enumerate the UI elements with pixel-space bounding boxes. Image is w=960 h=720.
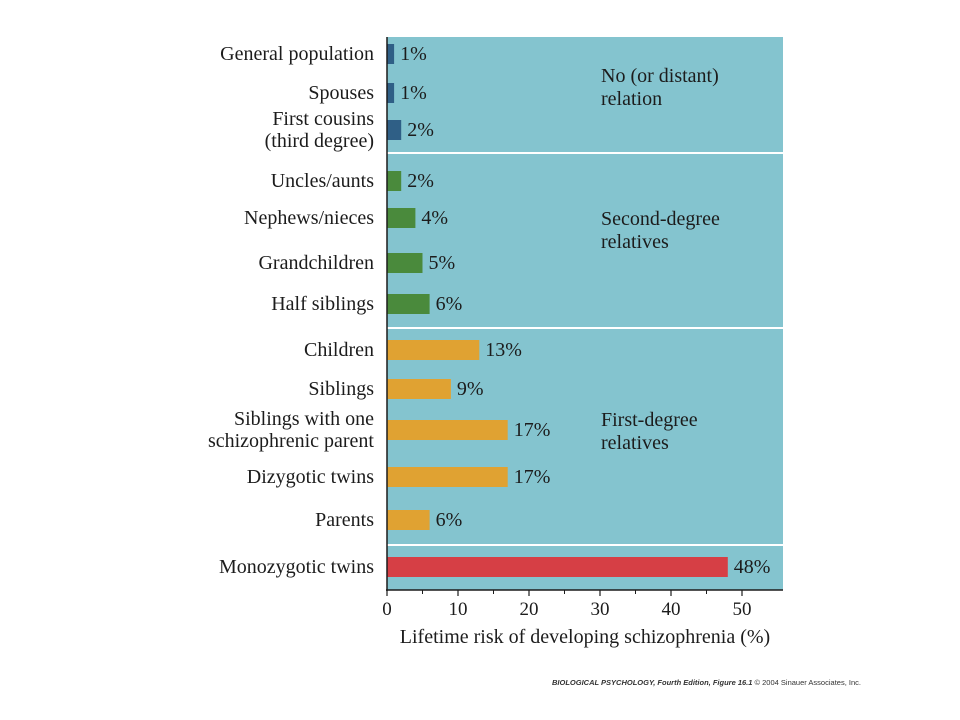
category-label: Siblings bbox=[308, 378, 374, 400]
x-axis-title: Lifetime risk of developing schizophreni… bbox=[400, 626, 770, 648]
value-label: 9% bbox=[457, 378, 484, 400]
value-label: 5% bbox=[429, 252, 456, 274]
category-label: Children bbox=[304, 339, 374, 361]
category-label: Grandchildren bbox=[258, 252, 374, 274]
category-label: Uncles/aunts bbox=[271, 170, 375, 192]
value-label: 17% bbox=[514, 419, 551, 441]
figure-credit: BIOLOGICAL PSYCHOLOGY, Fourth Edition, F… bbox=[552, 678, 861, 687]
group-label: No (or distant) relation bbox=[601, 65, 719, 110]
bar bbox=[387, 171, 402, 191]
bar bbox=[387, 510, 430, 530]
bar bbox=[387, 420, 508, 440]
bar bbox=[387, 379, 451, 399]
category-label: Monozygotic twins bbox=[219, 556, 374, 578]
bar bbox=[387, 120, 402, 140]
x-tick-label: 10 bbox=[449, 599, 468, 620]
value-label: 2% bbox=[407, 119, 434, 141]
bar bbox=[387, 253, 423, 273]
value-label: 13% bbox=[485, 339, 522, 361]
value-label: 48% bbox=[734, 556, 771, 578]
value-label: 4% bbox=[421, 207, 448, 229]
value-label: 2% bbox=[407, 170, 434, 192]
bar bbox=[387, 340, 480, 360]
group-label: Second-degree relatives bbox=[601, 208, 720, 253]
value-label: 17% bbox=[514, 466, 551, 488]
x-tick-label: 30 bbox=[591, 599, 610, 620]
category-label: Nephews/nieces bbox=[244, 207, 374, 229]
group-label: First-degree relatives bbox=[601, 409, 698, 454]
x-tick-label: 20 bbox=[520, 599, 539, 620]
category-label: Spouses bbox=[308, 82, 374, 104]
bar bbox=[387, 83, 395, 103]
credit-book-title: BIOLOGICAL PSYCHOLOGY, Fourth Edition, F… bbox=[552, 678, 753, 687]
value-label: 6% bbox=[436, 293, 463, 315]
x-tick-label: 0 bbox=[382, 599, 392, 620]
category-label: Parents bbox=[315, 509, 374, 531]
value-label: 1% bbox=[400, 82, 427, 104]
category-label: Half siblings bbox=[271, 293, 374, 315]
category-label: Dizygotic twins bbox=[247, 466, 374, 488]
category-label: First cousins (third degree) bbox=[265, 108, 375, 152]
x-tick-label: 50 bbox=[733, 599, 752, 620]
plot-background bbox=[387, 37, 783, 590]
credit-copyright: © 2004 Sinauer Associates, Inc. bbox=[754, 678, 861, 687]
bar bbox=[387, 467, 508, 487]
x-tick-label: 40 bbox=[662, 599, 681, 620]
bar bbox=[387, 294, 430, 314]
category-label: General population bbox=[220, 43, 374, 65]
category-label: Siblings with one schizophrenic parent bbox=[208, 408, 374, 452]
bar bbox=[387, 44, 395, 64]
value-label: 6% bbox=[436, 509, 463, 531]
value-label: 1% bbox=[400, 43, 427, 65]
bar bbox=[387, 208, 416, 228]
bar bbox=[387, 557, 728, 577]
